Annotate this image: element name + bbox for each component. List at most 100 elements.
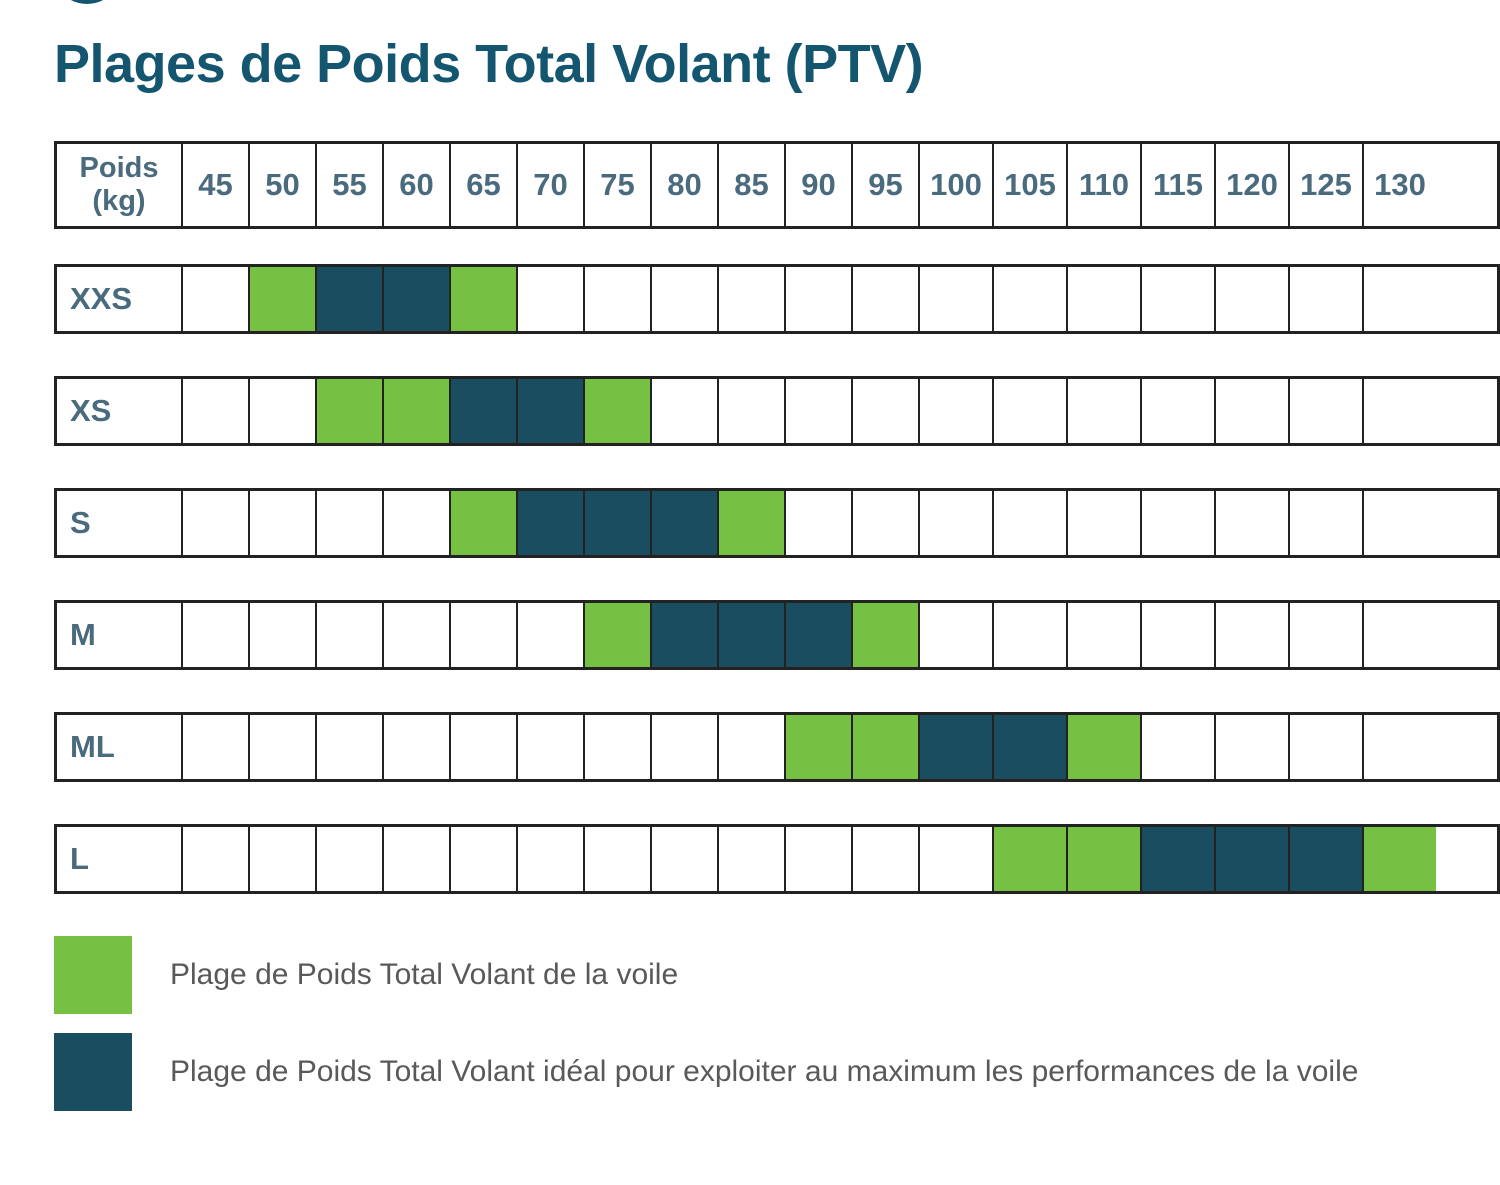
size-rows: XXS XS S M ML L [54,263,1500,894]
range-cell-xs-95 [851,378,918,443]
range-cell-m-55 [315,602,382,667]
range-cell-xs-65-ideal [449,378,516,443]
legend-label-ideal: Plage de Poids Total Volant idéal pour e… [170,1054,1359,1088]
range-cell-s-120 [1214,490,1288,555]
range-cell-xxs-55-ideal [315,266,382,331]
range-cell-ml-90-ptv [784,714,851,779]
range-cell-xs-100 [918,378,992,443]
weight-header-cell-120: 120 [1214,143,1288,226]
weight-header-cell-60: 60 [382,143,449,226]
range-cell-l-125-ideal [1288,826,1362,891]
range-cell-xxs-95 [851,266,918,331]
range-cell-s-95 [851,490,918,555]
size-label-cell: XXS [57,266,181,331]
range-cell-xs-115 [1140,378,1214,443]
range-cell-xs-125 [1288,378,1362,443]
range-cell-m-110 [1066,602,1140,667]
range-cell-m-85-ideal [717,602,784,667]
range-cell-ml-75 [583,714,650,779]
weight-header-cell-65: 65 [449,143,516,226]
range-cell-m-45 [181,602,248,667]
range-cell-xxs-70 [516,266,583,331]
range-cell-xxs-125 [1288,266,1362,331]
range-cell-m-115 [1140,602,1214,667]
range-cell-ml-130 [1362,714,1436,779]
range-cell-s-110 [1066,490,1140,555]
range-cell-xs-80 [650,378,717,443]
range-cell-m-105 [992,602,1066,667]
range-cell-l-80 [650,826,717,891]
ideal-color-swatch [54,1032,132,1111]
size-row-l: L [54,823,1500,894]
range-cell-xs-85 [717,378,784,443]
weight-header-cell-90: 90 [784,143,851,226]
range-cell-l-120-ideal [1214,826,1288,891]
weight-header-cell-75: 75 [583,143,650,226]
range-cell-ml-125 [1288,714,1362,779]
legend-item-ideal: Plage de Poids Total Volant idéal pour e… [54,1032,1500,1111]
range-cell-s-55 [315,490,382,555]
range-cell-ml-115 [1140,714,1214,779]
size-row-s: S [54,487,1500,558]
range-cell-xs-105 [992,378,1066,443]
size-row-xxs: XXS [54,263,1500,334]
range-cell-xxs-80 [650,266,717,331]
range-cell-ml-100-ideal [918,714,992,779]
range-cell-xxs-75 [583,266,650,331]
weight-header-cell-130: 130 [1362,143,1436,226]
range-cell-xxs-85 [717,266,784,331]
range-cell-xs-50 [248,378,315,443]
range-cell-l-85 [717,826,784,891]
weight-header-cell-85: 85 [717,143,784,226]
ptv-color-swatch [54,935,132,1014]
range-cell-xs-120 [1214,378,1288,443]
range-cell-s-115 [1140,490,1214,555]
range-cell-l-130-ptv [1362,826,1436,891]
range-cell-ml-70 [516,714,583,779]
legend-label-ptv: Plage de Poids Total Volant de la voile [170,957,679,991]
range-cell-s-75-ideal [583,490,650,555]
range-cell-l-115-ideal [1140,826,1214,891]
weight-header-cell-100: 100 [918,143,992,226]
size-row-ml: ML [54,711,1500,782]
range-cell-xs-45 [181,378,248,443]
range-cell-m-120 [1214,602,1288,667]
range-cell-m-60 [382,602,449,667]
range-cell-xxs-120 [1214,266,1288,331]
range-cell-s-130 [1362,490,1436,555]
range-cell-m-75-ptv [583,602,650,667]
range-cell-m-95-ptv [851,602,918,667]
range-cell-l-50 [248,826,315,891]
range-cell-s-100 [918,490,992,555]
range-cell-xs-55-ptv [315,378,382,443]
range-cell-ml-120 [1214,714,1288,779]
range-cell-s-90 [784,490,851,555]
range-cell-xs-130 [1362,378,1436,443]
size-label-cell: M [57,602,181,667]
range-cell-xxs-45 [181,266,248,331]
weight-header-cell-55: 55 [315,143,382,226]
range-cell-ml-45 [181,714,248,779]
range-cell-xxs-130 [1362,266,1436,331]
size-label-cell: XS [57,378,181,443]
range-cell-l-95 [851,826,918,891]
range-cell-m-130 [1362,602,1436,667]
range-cell-ml-50 [248,714,315,779]
range-cell-xxs-100 [918,266,992,331]
range-cell-l-110-ptv [1066,826,1140,891]
range-cell-m-100 [918,602,992,667]
range-cell-s-85-ptv [717,490,784,555]
range-cell-m-80-ideal [650,602,717,667]
range-cell-xs-110 [1066,378,1140,443]
range-cell-ml-60 [382,714,449,779]
range-cell-m-50 [248,602,315,667]
range-cell-ml-95-ptv [851,714,918,779]
range-cell-xs-75-ptv [583,378,650,443]
range-cell-xs-70-ideal [516,378,583,443]
range-cell-xxs-115 [1140,266,1214,331]
weight-header-cell-105: 105 [992,143,1066,226]
weight-header-cell-45: 45 [181,143,248,226]
size-label-cell: S [57,490,181,555]
range-cell-l-105-ptv [992,826,1066,891]
range-cell-xxs-65-ptv [449,266,516,331]
